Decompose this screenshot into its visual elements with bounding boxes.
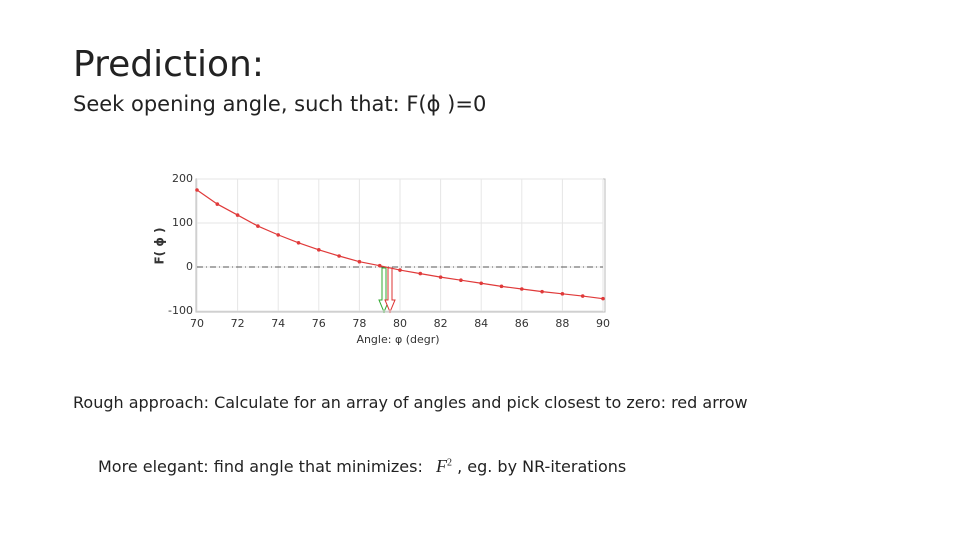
data-point (337, 254, 341, 258)
x-tick-label: 76 (312, 317, 326, 330)
elegant-text: More elegant: find angle that minimizes: (98, 457, 423, 476)
formula-base: F (435, 456, 447, 476)
data-point (580, 294, 585, 298)
data-point (601, 296, 605, 301)
y-tick-label: 200 (172, 172, 193, 185)
x-tick-label: 90 (596, 317, 610, 330)
data-point (398, 268, 402, 272)
data-point (418, 271, 423, 276)
note: Rough approach: Calculate for an array o… (73, 393, 748, 412)
y-tick-label: 100 (172, 216, 193, 229)
x-tick-label: 70 (190, 317, 204, 330)
x-tick-label: 88 (555, 317, 569, 330)
x-tick-label: 82 (434, 317, 448, 330)
red-arrow (384, 267, 396, 314)
data-point (256, 224, 260, 228)
x-tick-label: 78 (352, 317, 366, 330)
data-point (520, 287, 524, 291)
y-tick-label: 0 (186, 260, 193, 273)
data-point (479, 281, 484, 286)
data-point (296, 241, 301, 245)
x-tick-label: 86 (515, 317, 529, 330)
y-axis-label: F( ϕ ) (153, 227, 167, 264)
elegant-line: More elegant: find angle that minimizes:… (98, 456, 626, 477)
x-tick-label: 72 (231, 317, 245, 330)
data-point (540, 289, 544, 294)
subtitle: Seek opening angle, such that: F(ϕ )=0 (73, 92, 487, 116)
x-tick-label: 80 (393, 317, 407, 330)
data-point (499, 284, 504, 289)
y-tick-label: -100 (168, 304, 193, 317)
x-tick-label: 74 (271, 317, 285, 330)
elegant-suffix: , eg. by NR-iterations (457, 457, 627, 476)
data-point (215, 202, 220, 206)
slide-title: Prediction: (73, 44, 264, 85)
data-point (377, 263, 382, 268)
x-tick-label: 84 (474, 317, 488, 330)
data-point (459, 278, 463, 283)
data-point (317, 248, 321, 252)
formula-exponent: 2 (446, 457, 452, 469)
data-point (438, 275, 443, 279)
data-point (276, 233, 281, 237)
data-point (195, 188, 199, 192)
x-axis-label: Angle: φ (degr) (356, 333, 439, 346)
data-point (235, 213, 240, 217)
data-point (560, 292, 565, 296)
data-point (357, 259, 362, 264)
